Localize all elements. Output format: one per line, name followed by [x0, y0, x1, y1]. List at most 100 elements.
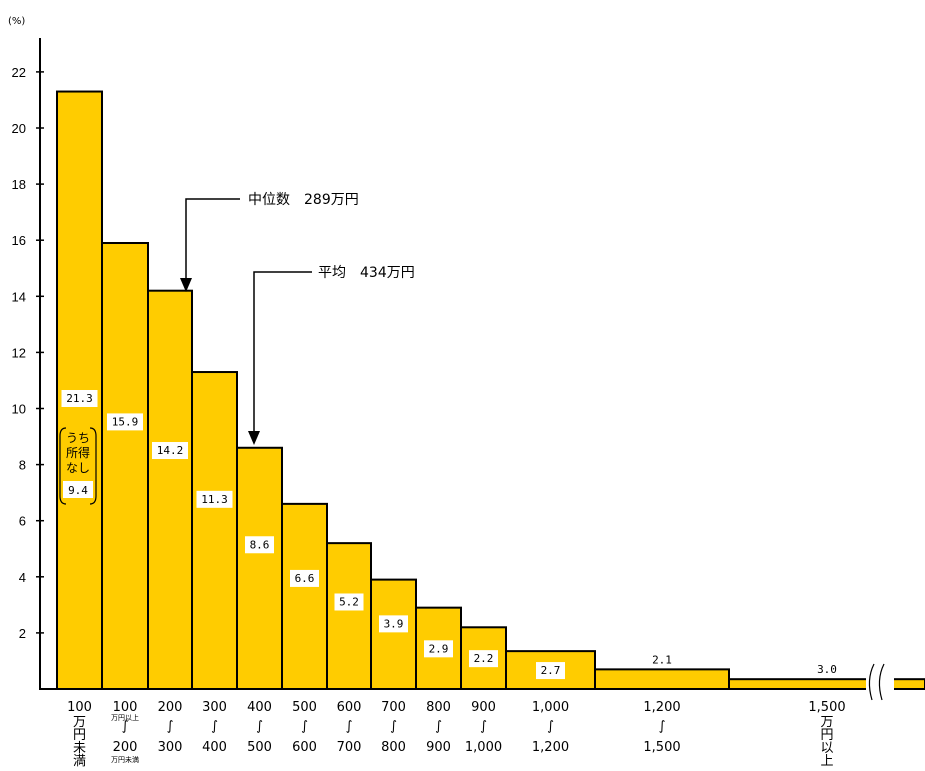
value-label-bg: [334, 593, 364, 611]
y-tick-label: 14: [12, 289, 26, 304]
x-label-tilde: ∫: [547, 719, 554, 734]
x-label-small-top: 万円以上: [111, 713, 139, 722]
value-label: 6.6: [295, 572, 315, 585]
x-label-top: 500: [292, 700, 317, 715]
value-label: 8.6: [250, 538, 270, 551]
y-tick-label: 22: [12, 65, 26, 80]
median-arrow-line: [185, 198, 240, 280]
bar: [370, 578, 417, 690]
y-tick-label: 12: [12, 345, 26, 360]
note-bracket-left: [59, 427, 67, 505]
bar: [147, 289, 193, 690]
bar: [236, 446, 283, 690]
value-label: 21.3: [66, 392, 93, 405]
x-label-char: 万: [73, 715, 86, 730]
bar: [191, 371, 238, 690]
value-label: 2.9: [429, 642, 449, 655]
bar: [728, 678, 925, 690]
y-axis-unit: (%): [8, 16, 25, 27]
x-axis-labels: 100万円未満100万円以上∫200万円未満200∫300300∫400400∫…: [67, 700, 846, 769]
x-label-bottom: 600: [292, 740, 317, 755]
value-label: 2.1: [652, 653, 672, 666]
bar: [281, 502, 328, 690]
value-label-bg: [424, 640, 453, 658]
value-label-bg: [107, 413, 143, 431]
y-tick-label: 8: [19, 458, 26, 473]
value-label-bg: [245, 536, 274, 554]
value-label-bg: [536, 662, 565, 680]
x-label-tilde: ∫: [480, 719, 487, 734]
x-label-bottom: 1,200: [532, 740, 569, 755]
value-label: 5.2: [339, 595, 359, 608]
x-label-top: 400: [247, 700, 272, 715]
x-label-char: 万: [820, 715, 833, 730]
note-bracket-right: [89, 427, 97, 505]
y-tick-label: 2: [19, 626, 26, 641]
x-label-tilde: ∫: [301, 719, 308, 734]
x-label-bottom: 400: [202, 740, 227, 755]
x-label-char: 以: [820, 741, 833, 756]
x-label-top: 300: [202, 700, 227, 715]
x-label-char: 上: [820, 754, 833, 769]
value-label-bg: [290, 569, 319, 587]
note-line-3: なし: [66, 461, 90, 475]
x-label-char: 未: [73, 741, 86, 756]
bar: [326, 542, 372, 691]
median-annotation: 中位数 289万円: [180, 192, 359, 292]
x-label-top: 1,000: [532, 700, 569, 715]
bar: [101, 242, 149, 690]
mean-arrow-line: [253, 271, 312, 432]
x-label-bottom: 700: [337, 740, 362, 755]
x-label-bottom: 1,000: [465, 740, 502, 755]
y-tick-label: 6: [19, 514, 26, 529]
value-label: 2.2: [474, 652, 494, 665]
x-label-top: 1,500: [808, 700, 845, 715]
value-label: 3.0: [817, 663, 837, 676]
x-label-bottom: 1,500: [643, 740, 680, 755]
note-line-2: 所得: [66, 445, 90, 460]
note-value-box: [63, 481, 93, 498]
x-label-top: 1,200: [643, 700, 680, 715]
x-label-tilde: ∫: [167, 719, 174, 734]
value-label-bg: [469, 650, 498, 668]
x-label-bottom: 900: [426, 740, 451, 755]
y-tick-label: 10: [12, 402, 26, 417]
value-label-bg: [152, 442, 188, 460]
x-label-tilde: ∫: [122, 719, 129, 734]
axis-break-icon: [866, 663, 894, 701]
x-label-tilde: ∫: [256, 719, 263, 734]
y-tick-label: 16: [12, 233, 26, 248]
x-label-tilde: ∫: [346, 719, 353, 734]
median-label: 中位数 289万円: [248, 192, 359, 208]
x-label-bottom: 200: [113, 740, 138, 755]
x-label-tilde: ∫: [659, 719, 666, 734]
x-label-tilde: ∫: [211, 719, 218, 734]
x-label-char: 円: [73, 728, 86, 743]
x-label-small-bottom: 万円未満: [111, 755, 139, 764]
value-label: 15.9: [112, 415, 139, 428]
note-value: 9.4: [68, 484, 88, 497]
value-label-bg: [61, 390, 98, 407]
value-labels: 21.3 15.9 14.2 11.3 8.6 6.6 5.2 3.9 2.9 2.2 2.7 2.1…: [61, 390, 837, 680]
y-tick-label: 18: [12, 177, 26, 192]
axes: 2 4 6 8 10 12 14 16 18 20 22: [12, 38, 925, 690]
x-label-top: 200: [158, 700, 183, 715]
x-label-top: 800: [426, 700, 451, 715]
x-label-bottom: 800: [381, 740, 406, 755]
y-tick-label: 20: [12, 121, 26, 136]
no-income-note: うち 所得 なし 9.4: [59, 427, 97, 505]
mean-arrowhead: [248, 431, 260, 445]
mean-annotation: 平均 434万円: [248, 265, 415, 445]
x-label-char: 円: [820, 728, 833, 743]
median-arrowhead: [180, 278, 192, 292]
bars: [56, 90, 925, 691]
value-label: 3.9: [384, 617, 404, 630]
x-label-top: 100: [67, 700, 92, 715]
x-label-top: 700: [381, 700, 406, 715]
x-label-tilde: ∫: [435, 719, 442, 734]
x-label-char: 満: [73, 754, 86, 769]
value-label: 2.7: [541, 664, 561, 677]
x-label-top: 900: [471, 700, 496, 715]
x-label-top: 100: [113, 700, 138, 715]
